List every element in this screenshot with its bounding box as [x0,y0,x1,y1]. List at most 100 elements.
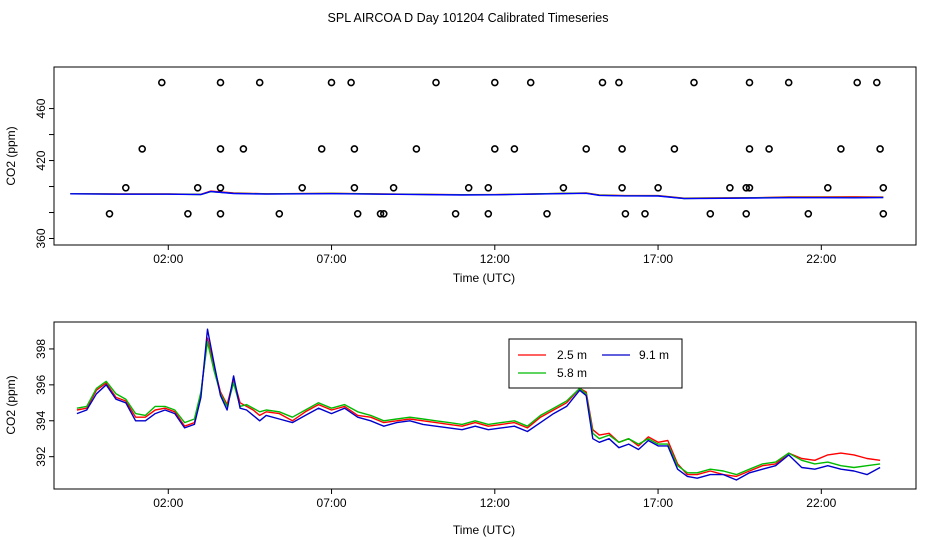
data-point [216,145,225,153]
data-point [184,210,192,218]
bottom-y-axis-label: CO2 (ppm) [4,375,18,434]
data-point [464,184,473,192]
data-point [138,145,146,153]
data-point [582,145,591,153]
data-point [745,145,754,153]
data-point [837,145,845,153]
data-point [347,78,355,87]
data-point [784,78,793,87]
data-point [327,78,336,87]
data-point [216,184,225,192]
data-point [389,184,398,192]
top-points [105,78,888,218]
chart-title: SPL AIRCOA D Day 101204 Calibrated Times… [328,11,609,25]
x-tick-label: 17:00 [643,496,673,510]
bottom-x-axis: 02:00 07:00 12:00 17:00 22:00 [153,489,837,510]
bottom-plot-frame [53,321,917,490]
data-point [451,210,460,218]
top-plot-frame [53,66,917,246]
y-tick-label: 392 [34,446,48,466]
data-point [872,78,881,87]
data-point [621,210,630,218]
data-point [670,145,679,153]
data-point [615,78,623,87]
data-point [105,210,114,218]
data-point [618,145,626,153]
data-point [239,145,248,153]
top-panel: 360 420 460 02:00 07:00 12:00 17:00 22:00 Time… [4,66,917,285]
series-line [76,341,881,476]
data-point [641,210,649,218]
x-tick-label: 07:00 [317,252,347,266]
data-point [379,210,388,218]
series-line [76,328,881,481]
data-point [654,184,662,192]
data-point [543,210,551,218]
data-point [879,210,888,218]
data-point [353,210,362,218]
data-point [690,78,698,87]
data-point [490,145,499,153]
data-point [853,78,862,87]
data-point [726,184,734,192]
y-tick-label: 394 [34,410,48,430]
data-point [879,184,888,192]
top-y-axis: 360 420 460 [34,98,54,249]
data-point [350,184,359,192]
legend-box [508,338,683,389]
x-tick-label: 02:00 [153,252,183,266]
data-point [216,210,225,218]
data-point [876,145,884,153]
data-point [526,78,535,87]
data-point [255,78,264,87]
y-tick-label: 360 [34,228,48,248]
data-point [742,184,751,192]
x-tick-label: 22:00 [806,496,836,510]
top-x-axis-label: Time (UTC) [453,271,515,285]
legend-label-5-8m: 5.8 m [557,366,587,380]
data-point [804,210,813,218]
data-point [298,184,307,192]
data-point [765,145,773,153]
data-point [432,78,440,87]
data-point [412,145,421,153]
data-point [350,145,359,153]
data-point [484,210,493,218]
y-tick-label: 420 [34,150,48,170]
data-point [598,78,607,87]
data-point [490,78,499,87]
bottom-y-axis: 392 394 396 398 [34,339,54,467]
data-point [706,210,715,218]
top-x-axis: 02:00 07:00 12:00 17:00 22:00 [153,245,837,266]
bottom-x-axis-label: Time (UTC) [453,523,515,537]
legend: 2.5 m 9.1 m 5.8 m [508,338,683,389]
data-point [216,78,225,87]
data-point [317,145,326,153]
x-tick-label: 17:00 [643,252,673,266]
y-tick-label: 398 [34,339,48,359]
data-point [484,184,493,192]
data-point [122,184,130,192]
top-lines [70,190,884,200]
data-point [745,184,754,192]
y-tick-label: 396 [34,375,48,395]
legend-label-2-5m: 2.5 m [557,348,587,362]
bottom-panel: 392 394 396 398 02:00 07:00 12:00 17:00 22:00 T… [4,321,917,537]
data-point [193,184,202,192]
legend-label-9-1m: 9.1 m [639,348,669,362]
data-point [376,210,385,218]
x-tick-label: 02:00 [153,496,183,510]
data-point [742,210,751,218]
x-tick-label: 12:00 [480,252,510,266]
x-tick-label: 07:00 [317,496,347,510]
x-tick-label: 22:00 [806,252,836,266]
x-tick-label: 12:00 [480,496,510,510]
data-point [275,210,284,218]
y-tick-label: 460 [34,98,48,118]
data-point [823,184,832,192]
series-line [70,190,884,200]
data-point [510,145,519,153]
data-point [559,184,568,192]
top-y-axis-label: CO2 (ppm) [4,126,18,185]
